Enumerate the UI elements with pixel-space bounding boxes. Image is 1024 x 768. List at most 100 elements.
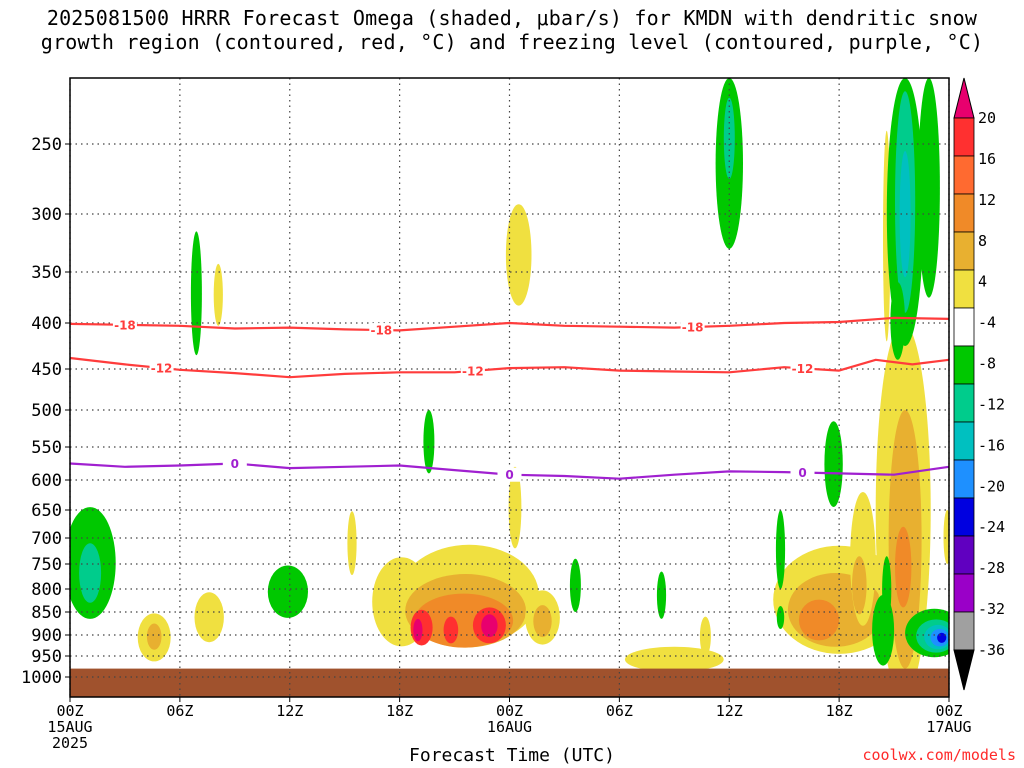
y-tick-900: 900 — [31, 626, 62, 646]
temperature-contours: -18 -18 -18 -12 -12 -12 0 0 0 — [69, 316, 950, 482]
contour-label-bg — [460, 363, 485, 378]
positive-omega-region-18 — [624, 646, 724, 673]
x-tick-label-42-0: 18Z — [826, 702, 853, 720]
colorbar: 20 16 12 8 4 -4 -8 -12 -16 -20 -24 -28 -32 -36 — [953, 77, 1005, 691]
contour-label-bg — [149, 361, 174, 376]
colorbar-label--8: -8 — [978, 355, 996, 373]
contour-label-bg — [369, 323, 394, 338]
y-tick-700: 700 — [31, 529, 62, 549]
positive-omega-region-10 — [146, 623, 162, 650]
colorbar-label-12: 12 — [978, 191, 996, 209]
y-tick-800: 800 — [31, 580, 62, 600]
x-tick-label-30-0: 06Z — [606, 702, 633, 720]
y-tick-650: 650 — [31, 501, 62, 521]
colorbar-label--20: -20 — [978, 477, 1005, 495]
y-tick-550: 550 — [31, 438, 62, 458]
negative-omega-region-9 — [775, 510, 786, 589]
colorbar-swatch-0 — [953, 117, 975, 157]
x-tick-label-18-0: 18Z — [386, 702, 413, 720]
y-tick-350: 350 — [31, 263, 62, 283]
y-tick-950: 950 — [31, 647, 62, 667]
title-line-2: growth region (contoured, red, °C) and f… — [40, 30, 984, 54]
colorbar-label--12: -12 — [978, 395, 1005, 413]
contour-label--18: -18 — [682, 320, 704, 334]
colorbar-swatch-12 — [953, 573, 975, 613]
contour-label--18: -18 — [114, 318, 136, 332]
x-tick-label-24-1: 16AUG — [487, 718, 532, 736]
positive-omega-region-24 — [852, 556, 867, 615]
y-tick-850: 850 — [31, 603, 62, 623]
negative-omega-region-11 — [824, 421, 843, 507]
contour-label-bg — [222, 456, 247, 471]
positive-omega-region-14 — [505, 204, 532, 306]
negative-omega-region-6 — [656, 571, 667, 619]
x-tick-label-24-0: 00Z — [496, 702, 523, 720]
positive-omega-region-17 — [533, 605, 552, 638]
y-tick-300: 300 — [31, 205, 62, 225]
contour-label-bg — [790, 465, 815, 480]
y-tick-250: 250 — [31, 135, 62, 155]
positive-omega-region-22 — [798, 599, 840, 641]
contour-label-bg — [497, 467, 522, 482]
negative-omega-region-10 — [776, 606, 785, 629]
colorbar-label-4: 4 — [978, 273, 987, 291]
x-tick-label-0-0: 00Z — [56, 702, 83, 720]
negative-omega-region-13 — [882, 556, 892, 624]
colorbar-label--32: -32 — [978, 600, 1005, 618]
contour-label-bg — [790, 361, 815, 376]
contour-label-0: 0 — [505, 468, 513, 482]
x-axis-label: Forecast Time (UTC) — [409, 745, 615, 766]
colorbar-top-triangle — [953, 77, 975, 119]
colorbar-swatch-10 — [953, 497, 975, 537]
y-tick-1000: 1000 — [21, 668, 62, 688]
colorbar-label--36: -36 — [978, 641, 1005, 659]
positive-omega-region-12 — [213, 263, 223, 326]
colorbar-swatch-4 — [953, 269, 975, 309]
x-tick-label-36-0: 12Z — [716, 702, 743, 720]
x-tick-label-12-0: 12Z — [276, 702, 303, 720]
colorbar-label-20: 20 — [978, 109, 996, 127]
contour--12 — [69, 356, 950, 379]
credit-link[interactable]: coolwx.com/models — [862, 746, 1016, 764]
negative-omega-region-8 — [723, 97, 735, 179]
y-tick-750: 750 — [31, 555, 62, 575]
y-tick-500: 500 — [31, 401, 62, 421]
contour-label--12: -12 — [792, 362, 814, 376]
contour--18 — [69, 316, 950, 332]
y-tick-450: 450 — [31, 360, 62, 380]
colorbar-swatch-8 — [953, 421, 975, 461]
colorbar-label--16: -16 — [978, 436, 1005, 454]
colorbar-swatch-5 — [953, 307, 975, 347]
positive-omega-region-6 — [413, 618, 423, 642]
colorbar-swatch-11 — [953, 535, 975, 575]
colorbar-swatch-1 — [953, 155, 975, 195]
negative-omega-region-4 — [423, 410, 435, 474]
y-axis-ticks: 250 300 350 400 450 500 550 600 650 700 750 800 850 9… — [21, 135, 70, 688]
positive-omega-region-13 — [347, 511, 357, 575]
negative-omega-region-18 — [917, 78, 940, 298]
x-tick-label-48-1: 17AUG — [926, 718, 971, 736]
colorbar-label-8: 8 — [978, 232, 987, 250]
negative-omega-region-1 — [79, 543, 102, 603]
x-tick-label-0-1: 15AUG — [47, 718, 92, 736]
positive-omega-region-7 — [481, 614, 498, 638]
omega-shading — [70, 78, 949, 697]
positive-omega-region-29 — [943, 510, 949, 564]
colorbar-label--4: -4 — [978, 314, 996, 332]
positive-omega-region-15 — [508, 466, 522, 549]
contour-label-bg — [112, 317, 137, 332]
contour-label-bg — [680, 319, 705, 334]
negative-omega-region-5 — [569, 558, 581, 613]
negative-omega-region-17 — [890, 282, 905, 360]
negative-omega-region-2 — [190, 231, 202, 356]
x-tick-label-0-2: 2025 — [52, 734, 88, 752]
contour-label-0: 0 — [798, 466, 806, 480]
negative-omega-region-23 — [937, 632, 947, 643]
y-tick-400: 400 — [31, 314, 62, 334]
colorbar-swatch-2 — [953, 193, 975, 233]
y-tick-600: 600 — [31, 471, 62, 491]
contour-label--18: -18 — [370, 324, 392, 338]
colorbar-swatch-13 — [953, 611, 975, 651]
